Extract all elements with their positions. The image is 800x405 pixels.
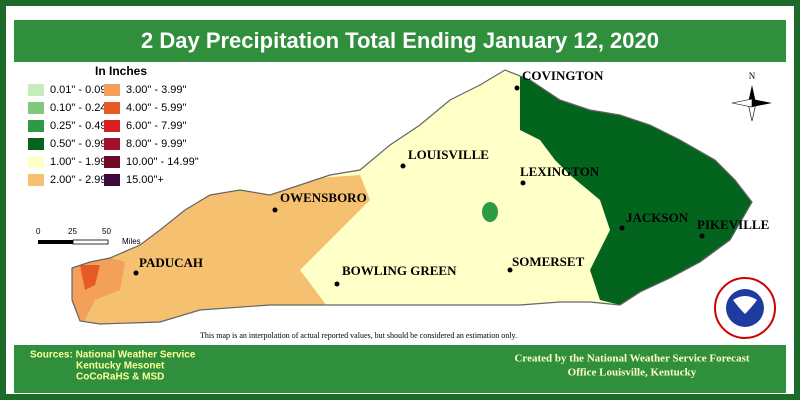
city-dot: [334, 281, 340, 287]
scale-label: 0: [36, 227, 41, 236]
legend-swatch: [28, 84, 44, 96]
city-label: LEXINGTON: [520, 164, 600, 179]
city-dot: [514, 85, 520, 91]
title-bar: [14, 20, 786, 62]
legend-swatch: [104, 84, 120, 96]
legend-swatch: [104, 120, 120, 132]
zone-025-049in: [482, 202, 498, 222]
legend-label: 0.10" - 0.24": [50, 102, 110, 114]
scale-bar: [38, 239, 109, 245]
city-label: JACKSON: [626, 210, 689, 225]
city-dot: [400, 163, 406, 169]
city-dot: [133, 270, 139, 276]
city-label: LOUISVILLE: [408, 147, 489, 162]
north-label: N: [749, 71, 756, 81]
scale-label: 25: [68, 227, 77, 236]
legend-swatch: [104, 138, 120, 150]
nws-logo: [714, 277, 776, 339]
scale-labels: 0 25 50 Miles: [36, 227, 141, 246]
scale-segment: [38, 240, 73, 244]
arrow-e: [752, 99, 772, 107]
legend-swatch: [28, 102, 44, 114]
arrow-n: [748, 85, 756, 103]
legend-label: 4.00" - 5.99": [126, 102, 186, 114]
city-label: BOWLING GREEN: [342, 263, 457, 278]
legend-label: 6.00" - 7.99": [126, 120, 186, 132]
city-dot: [619, 225, 625, 231]
legend-label: 2.00" - 2.99": [50, 174, 110, 186]
source-line: CoCoRaHS & MSD: [76, 372, 164, 383]
city-label: PADUCAH: [139, 255, 203, 270]
logo-symbol: [733, 296, 757, 314]
footer-bar: [14, 345, 786, 393]
scale-label: 50: [102, 227, 111, 236]
legend-title: In Inches: [95, 64, 147, 78]
city-label: OWENSBORO: [280, 190, 367, 205]
credit: Created by the National Weather Service …: [514, 353, 749, 379]
legend-label: 3.00" - 3.99": [126, 84, 186, 96]
city-label: SOMERSET: [512, 254, 585, 269]
city-label: PIKEVILLE: [697, 217, 769, 232]
legend-label: 15.00"+: [126, 174, 164, 186]
credit-line: Created by the National Weather Service …: [514, 353, 749, 365]
legend-label: 8.00" - 9.99": [126, 138, 186, 150]
legend-swatch: [28, 120, 44, 132]
legend-swatch: [104, 102, 120, 114]
legend-label: 0.01" - 0.09": [50, 84, 110, 96]
city-dot: [272, 207, 278, 213]
legend-swatch: [28, 156, 44, 168]
legend-swatch: [28, 138, 44, 150]
legend: 0.01" - 0.09" 0.10" - 0.24" 0.25" - 0.49" 0…: [28, 84, 199, 186]
legend-label: 0.50" - 0.99": [50, 138, 110, 150]
source-line: Kentucky Mesonet: [76, 361, 165, 372]
zone-4-6in: [80, 265, 100, 290]
legend-swatch: [104, 156, 120, 168]
scale-segment: [72, 239, 109, 245]
city-dot: [699, 233, 705, 239]
cities: COVINGTON LOUISVILLE LEXINGTON OWENSBORO PAD…: [133, 68, 769, 287]
city-label: COVINGTON: [522, 68, 604, 83]
title: 2 Day Precipitation Total Ending January…: [141, 28, 659, 53]
legend-label: 0.25" - 0.49": [50, 120, 110, 132]
legend-swatch: [104, 174, 120, 186]
legend-label: 10.00" - 14.99": [126, 156, 199, 168]
north-arrow: N: [731, 71, 772, 122]
legend-label: 1.00" - 1.99": [50, 156, 110, 168]
legend-swatch: [28, 174, 44, 186]
sources: Sources: National Weather ServiceKentuck…: [30, 350, 196, 383]
city-dot: [520, 180, 526, 186]
source-line: Sources: National Weather Service: [30, 350, 196, 361]
city-dot: [507, 267, 513, 273]
scale-label: Miles: [122, 237, 141, 246]
credit-line: Office Louisville, Kentucky: [568, 367, 697, 379]
disclaimer: This map is an interpolation of actual r…: [200, 331, 517, 340]
